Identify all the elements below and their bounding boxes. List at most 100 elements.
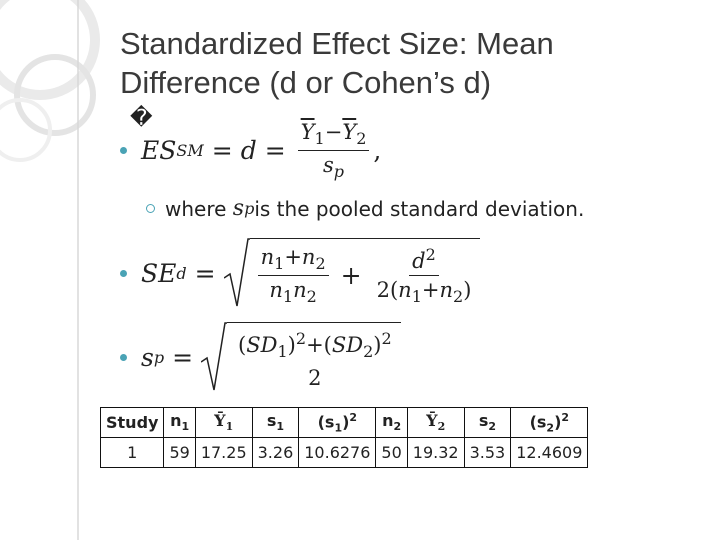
math-text: Y [342,120,357,144]
math-text: + [284,244,302,269]
math-text: 2 [363,342,374,362]
bullet: � ES SM = d = Y1−Y2 sp , [120,106,381,181]
math-text: 2 [356,129,367,149]
math-text: n [301,244,316,269]
math-text: 1 [411,287,422,307]
layout: d [176,264,186,283]
header-text: n [382,411,394,431]
math-text: n [269,278,283,302]
header-text: Study [106,413,159,432]
header-text: s [266,411,277,431]
decoration [0,0,100,540]
math-text: where [165,196,227,221]
math-text: 2 [315,254,326,273]
math-text: d [176,263,187,283]
header-cell: s1 [251,407,300,438]
math-text: is the pooled standard deviation. [254,196,585,221]
math-text: = [264,136,286,166]
table-cell: 12.4609 [510,437,589,468]
math-text: s [141,342,154,372]
layout [120,147,127,155]
math-text: d [240,136,257,166]
layout: (SD1)2+(SD2)2 2 [201,322,401,392]
layout: (SD1)2+(SD2)2 2 [227,322,401,392]
header-cell: Ȳ2 [406,407,465,438]
header-sub: 1 [181,420,190,434]
math-text: SD [331,333,364,358]
header-text: Ȳ [214,411,226,431]
layout [201,322,228,391]
header-sub: 2 [437,420,446,434]
math-text: + [421,277,440,302]
header-text: s [478,411,489,431]
table-cell: 17.25 [194,437,253,468]
layout: (SD1)2+(SD2)2 2 [235,329,395,389]
header-text: Ȳ [426,411,438,431]
header-text: ) [554,412,562,432]
math-text: s [232,196,245,221]
layout: Y1−Y2 [297,120,370,152]
header-sub: 2 [546,421,555,435]
math-text: ) [373,333,382,358]
layout [223,238,250,307]
header-cell: s2 [463,407,512,438]
header-sub: 2 [488,420,496,434]
header-text: n [170,411,182,431]
math-text: p [333,162,345,182]
math-text: d [412,248,426,273]
table-cell: 59 [163,437,196,468]
math-text: 2 [453,287,464,307]
layout [201,322,228,391]
layout: Study n1 Ȳ1 s1 (s1)2 n2 Ȳ2 s2 (s2)2 1 59 17.25 3.26 1… [99,407,589,468]
math-text: n [398,277,412,302]
header-row: Study n1 Ȳ1 s1 (s1)2 n2 Ȳ2 s2 (s2)2 [99,407,589,438]
math-text: + [340,261,362,290]
header-text: (s [529,412,547,432]
table-cell: 3.26 [251,437,300,468]
header-cell: (s2)2 [510,407,589,438]
math-text: 1 [282,287,294,307]
header-text: ) [342,412,350,432]
math-text: = [172,342,194,372]
math-text: ) [463,277,472,302]
layout: ES SM = d = Y1−Y2 sp , [141,120,381,181]
table-cell: 3.53 [463,437,512,468]
math-text: SE [141,258,177,288]
math-text: = [211,136,233,166]
header-sub: 1 [334,421,343,435]
header-cell: n1 [163,407,196,438]
layout: d2 2(n1+n2) [374,245,475,306]
math-text: ES [141,136,177,166]
layout: SM [176,141,203,160]
layout: (SD1)2+(SD2)2 [235,329,395,363]
math-text: ) [287,333,296,358]
math-text: n [293,278,307,302]
math-text: 2 [425,244,436,264]
math-text: SD [246,333,278,358]
layout: Y1−Y2 sp [297,120,370,181]
table-cell: 1 [99,437,165,468]
math-text: 1 [274,254,285,273]
math-text: Y [300,120,315,144]
layout [120,353,127,361]
math-text: s [323,153,334,178]
layout [0,98,52,162]
math-text: 1 [314,129,325,149]
layout: d2 [409,245,439,276]
bullet: s p = (SD1)2+(SD2)2 2 [120,322,401,392]
math-text: SM [176,141,204,161]
layout [0,0,100,100]
layout: p [334,162,344,181]
math-text: p [153,347,165,367]
layout: n1+n2 n1n2 [257,244,329,307]
layout: n1+n2 n1n2 + d2 2(n1+n2) [223,238,481,308]
header-cell: Study [99,407,165,438]
layout [14,54,96,136]
layout: 2(n1+n2) [374,276,475,306]
math-text: 1 [277,342,288,362]
math-text: n [439,277,454,302]
math-text: − [324,120,343,144]
math-text: 2 [306,287,317,307]
layout [120,269,127,277]
